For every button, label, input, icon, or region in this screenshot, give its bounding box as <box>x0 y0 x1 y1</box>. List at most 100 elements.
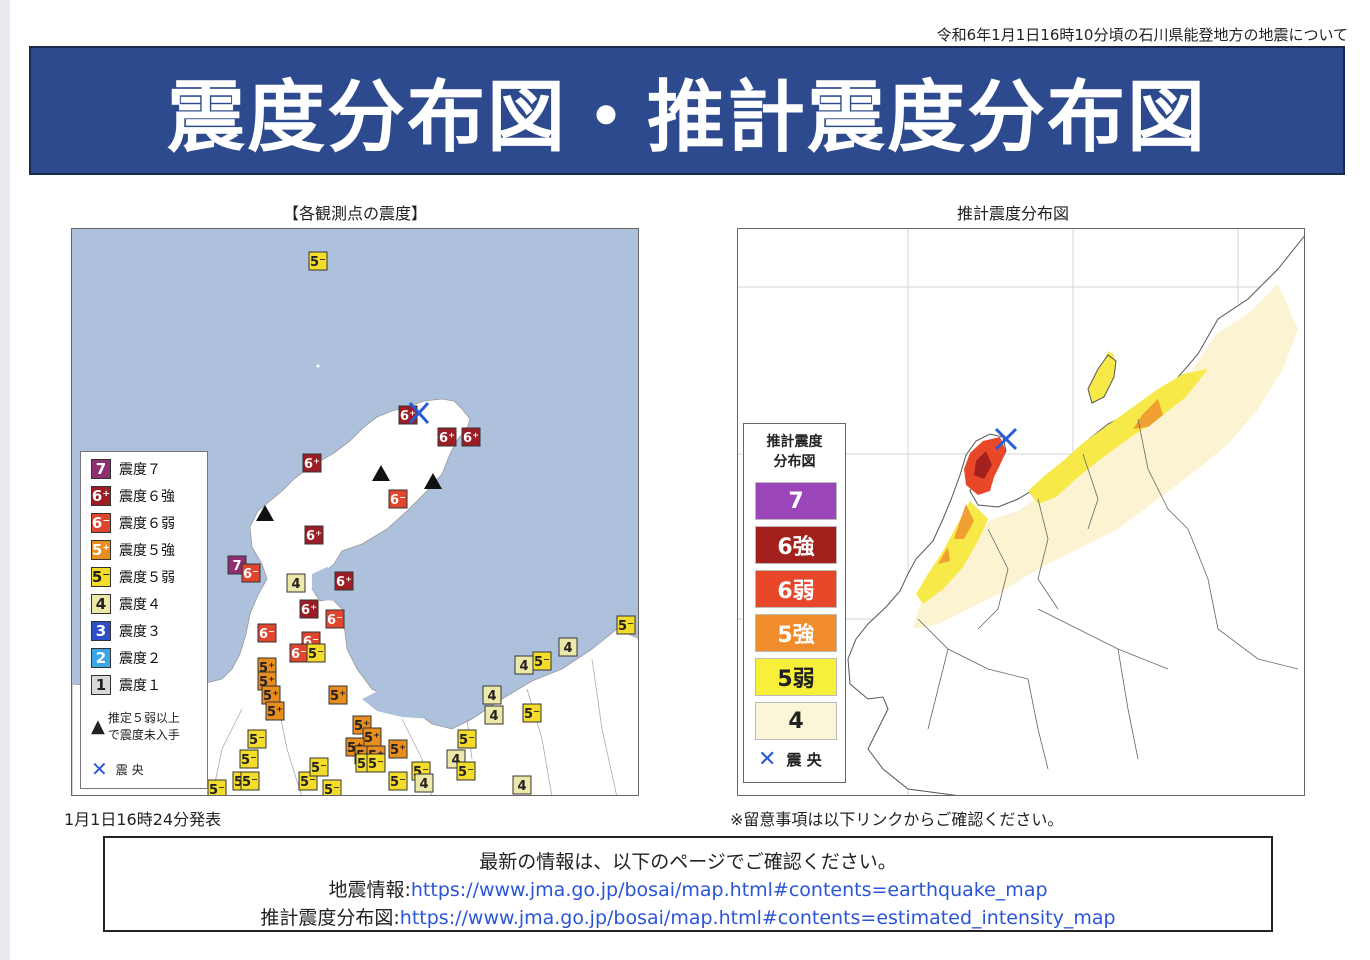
left-panel-title: 【各観測点の震度】 <box>283 204 428 223</box>
station-badge <box>239 749 259 769</box>
station-marker: 5⁻ <box>388 771 408 791</box>
legend-label: 震度５弱 <box>119 570 175 586</box>
station-badge <box>322 779 342 795</box>
station-badge <box>325 609 345 629</box>
station-badge <box>308 251 328 271</box>
legend-label: 震度７ <box>119 462 161 478</box>
station-label: 4 <box>563 641 572 656</box>
station-label: 6⁺ <box>306 529 322 544</box>
station-marker: 4 <box>512 775 532 795</box>
station-badge <box>302 453 322 473</box>
station-label: 7 <box>232 559 241 574</box>
station-marker: 5⁻ <box>309 757 329 777</box>
observed-map-svg: 5⁻6⁺6⁺ 6⁺6⁺6⁻6⁺76⁻4 6⁺6⁺6⁻6⁻6⁻6⁻ 5⁻5⁺5⁺5⁺ 5⁺… <box>72 251 638 796</box>
station-markers: 5⁻6⁺6⁺ 6⁺6⁺6⁻6⁺76⁻4 6⁺6⁺6⁻6⁻6⁻6⁻ 5⁻5⁺5⁺5⁺ 5⁺… <box>207 251 636 796</box>
station-marker: 5⁻ <box>457 729 477 749</box>
station-badge <box>241 563 261 583</box>
station-badge <box>457 729 477 749</box>
issued-time: 1月1日16時24分発表 <box>64 810 222 829</box>
zone-5-weak <box>916 351 1208 604</box>
station-badge <box>388 489 408 509</box>
station-label: 6⁺ <box>439 431 455 446</box>
station-label: 6⁻ <box>243 567 259 582</box>
station-label: 5⁻ <box>324 783 340 796</box>
legend-title: 推計震度 分布図 <box>744 432 845 472</box>
legend-label: 震度６弱 <box>119 516 175 532</box>
station-marker: 5⁻ <box>239 749 259 769</box>
station-label: 6⁻ <box>390 493 406 508</box>
station-label: 5⁺ <box>390 743 406 758</box>
intensity-badge: 4 <box>91 594 111 614</box>
epicenter-label: 震 央 <box>115 762 144 777</box>
station-badge <box>207 779 227 795</box>
station-label: 6⁺ <box>400 409 416 424</box>
toyama-bay <box>362 601 517 719</box>
observed-intensity-legend: 7 震度７ 6⁺ 震度６強 6⁻ 震度６弱 5⁺ 震度５強 5⁻ 震度５弱 4 震度４ 3 震度３ 2 震度２… <box>80 451 208 789</box>
station-badge <box>240 771 260 791</box>
intensity-badge: 6⁻ <box>91 513 111 533</box>
legend-row: 5⁺ 震度５強 <box>91 540 175 560</box>
intensity-badge: 7 <box>91 459 111 479</box>
station-label: 4 <box>519 659 528 674</box>
station-label: 6⁺ <box>301 603 317 618</box>
station-badge <box>366 753 386 773</box>
unknown-triangle <box>256 505 274 521</box>
station-badge <box>512 775 532 795</box>
station-marker: 5⁻ <box>532 651 552 671</box>
intensity-badge: 5⁺ <box>91 540 111 560</box>
title-banner: 震度分布図・推計震度分布図 <box>29 46 1345 175</box>
station-badge <box>522 703 542 723</box>
legend-row: 3 震度３ <box>91 621 161 641</box>
pref-borders <box>212 658 617 795</box>
estimated-legend-box: 5強 <box>755 614 837 652</box>
legend-title-line2: 分布図 <box>773 454 816 470</box>
station-label: 6⁻ <box>259 627 275 642</box>
pref-borders <box>917 418 1299 770</box>
station-badge <box>437 427 457 447</box>
station-marker: 5⁻ <box>308 251 328 271</box>
station-marker: 6⁻ <box>289 643 309 663</box>
estimated-map-link[interactable]: https://www.jma.go.jp/bosai/map.html#con… <box>399 907 1116 929</box>
station-badge <box>334 571 354 591</box>
station-marker: 6⁻ <box>325 609 345 629</box>
station-marker: 4 <box>558 637 578 657</box>
intensity-badge: 3 <box>91 621 111 641</box>
legend-label: 震度６強 <box>119 489 175 505</box>
station-label: 4 <box>517 779 526 794</box>
station-badge <box>456 761 476 781</box>
legend-label: 震度５強 <box>119 543 175 559</box>
estimated-legend-box: 4 <box>755 702 837 740</box>
station-label: 6⁻ <box>291 647 307 662</box>
legend-epicenter: ✕ 震 央 <box>91 757 144 781</box>
station-marker: 5⁺ <box>265 701 285 721</box>
station-badge <box>461 427 481 447</box>
legend-triangle-note: ▲ 推定５弱以上 で震度未入手 <box>91 710 180 744</box>
station-badge <box>558 637 578 657</box>
station-marker: 4 <box>484 705 504 725</box>
epicenter-icon <box>408 401 430 425</box>
station-marker: 6⁺ <box>304 525 324 545</box>
unknown-triangle <box>424 473 442 489</box>
station-label: 6⁺ <box>304 457 320 472</box>
station-label: 6⁺ <box>336 575 352 590</box>
station-marker: 6⁺ <box>302 453 322 473</box>
station-label: 5⁺ <box>364 731 380 746</box>
station-marker: 4 <box>482 685 502 705</box>
station-badge <box>265 701 285 721</box>
intensity-badge: 2 <box>91 648 111 668</box>
station-badge <box>309 757 329 777</box>
station-marker: 5⁻ <box>207 779 227 796</box>
station-label: 5⁻ <box>209 783 225 796</box>
station-label: 5⁻ <box>242 775 258 790</box>
earthquake-map-link[interactable]: https://www.jma.go.jp/bosai/map.html#con… <box>410 879 1048 901</box>
epicenter-icon: ✕ <box>91 757 108 781</box>
sado-island <box>1087 354 1117 404</box>
island-dot <box>316 364 320 368</box>
info-label-estimated: 推計震度分布図: <box>260 907 400 929</box>
estimated-legend-box: 5弱 <box>755 658 837 696</box>
station-label: 5⁻ <box>308 647 324 662</box>
estimated-map-svg <box>738 229 1304 795</box>
station-badge <box>484 705 504 725</box>
station-marker: 4 <box>286 573 306 593</box>
station-label: 5⁺ <box>263 689 279 704</box>
